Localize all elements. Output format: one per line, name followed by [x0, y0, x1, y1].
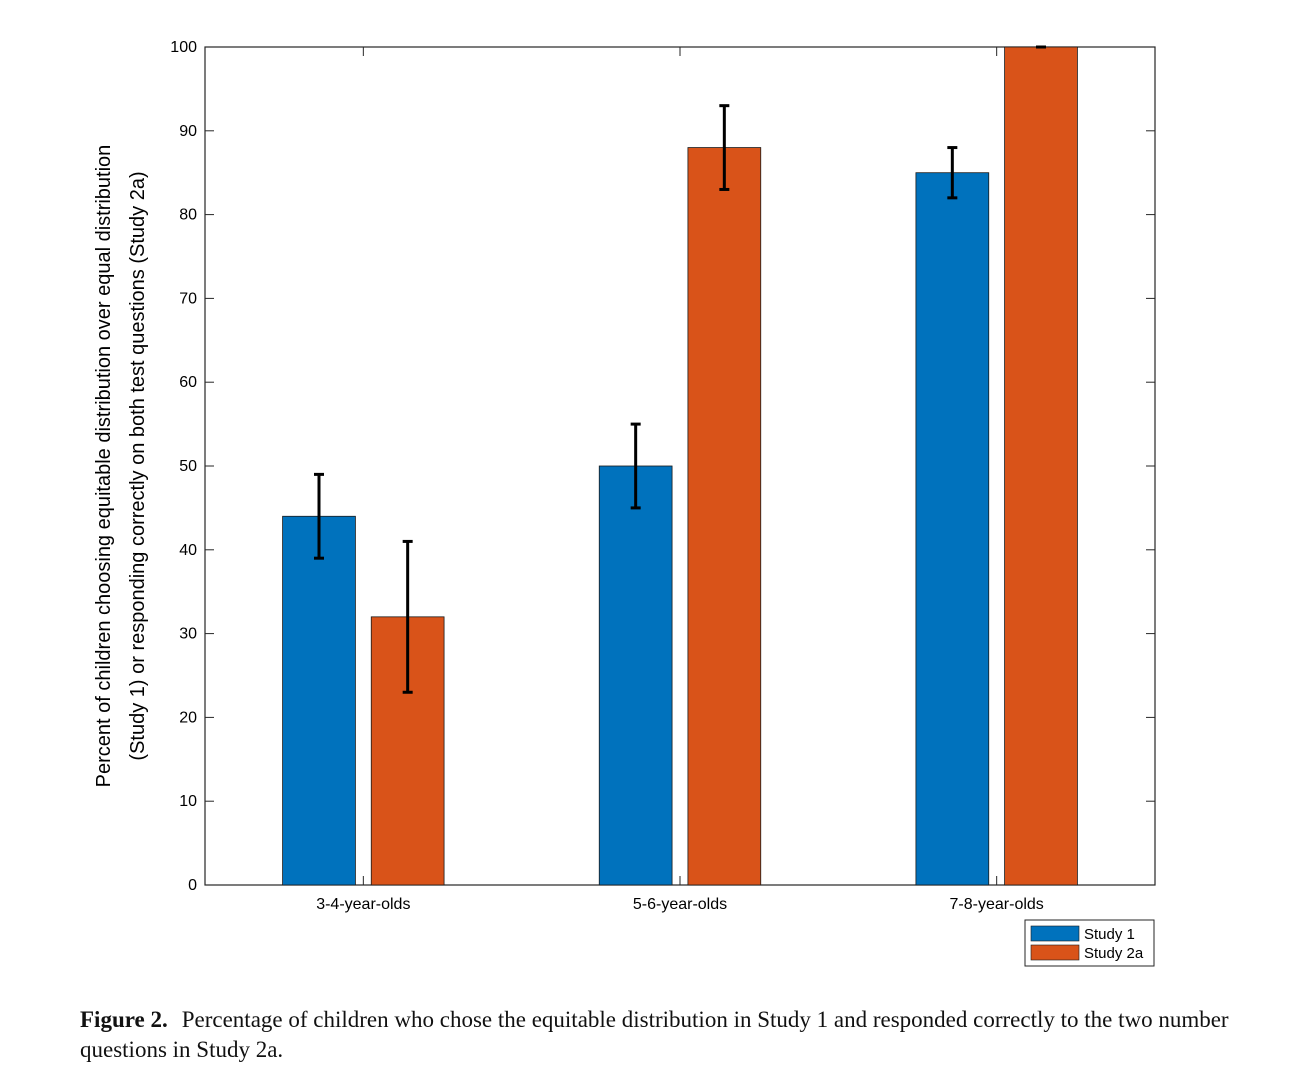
x-tick-labels: 3-4-year-olds 5-6-year-olds 7-8-year-olds: [316, 896, 1044, 913]
legend-label: Study 2a: [1084, 945, 1144, 962]
y-tick-label: 70: [179, 290, 197, 307]
caption-text: Percentage of children who chose the equ…: [80, 1007, 1229, 1062]
plot-area: [204, 46, 1156, 886]
x-tick-label: 7-8-year-olds: [950, 896, 1044, 913]
error-bar: [314, 472, 324, 560]
legend-swatch: [1030, 925, 1080, 942]
y-axis-title: Percent of children choosing equitable d…: [93, 145, 149, 788]
error-bar: [402, 539, 413, 694]
figure-caption: Figure 2. Percentage of children who chos…: [80, 1005, 1280, 1065]
legend: Study 1 Study 2a: [1024, 919, 1155, 967]
bar-study-1: [282, 515, 356, 886]
axes-box: [204, 46, 1156, 886]
y-axis-title-line: Percent of children choosing equitable d…: [93, 145, 115, 788]
x-tick-label: 5-6-year-olds: [633, 896, 727, 913]
bar-chart: 0 10 20 30 40 50 60 70 80 90 100 3-4-year-olds 5-6-…: [93, 39, 1156, 967]
y-tick-label: 90: [179, 123, 197, 140]
x-tick-label: 3-4-year-olds: [316, 896, 410, 913]
bar-study-2a: [1004, 46, 1078, 886]
y-tick-label: 50: [179, 458, 197, 475]
y-tick-label: 80: [179, 207, 197, 224]
y-tick-label: 100: [170, 39, 197, 56]
y-axis-title-line: (Study 1) or responding correctly on bot…: [127, 171, 149, 760]
bar-study-2a: [687, 147, 762, 886]
bar-study-1: [598, 465, 673, 886]
y-tick-labels: 0 10 20 30 40 50 60 70 80 90 100: [170, 39, 197, 894]
y-tick-label: 40: [179, 542, 197, 559]
y-tick-label: 0: [188, 877, 197, 894]
y-tick-label: 30: [179, 626, 197, 643]
legend-label: Study 1: [1084, 926, 1135, 943]
bar-study-1: [915, 172, 990, 886]
y-tick-label: 10: [179, 793, 197, 810]
error-bar: [630, 422, 641, 510]
y-tick-label: 60: [179, 374, 197, 391]
error-bar: [719, 104, 730, 191]
axis-ticks: [205, 46, 1155, 886]
legend-swatch: [1030, 944, 1080, 961]
bars: [282, 46, 1078, 886]
error-bars: [314, 45, 1046, 694]
y-tick-label: 20: [179, 709, 197, 726]
error-bar: [947, 146, 958, 200]
caption-label: Figure 2.: [80, 1007, 168, 1032]
